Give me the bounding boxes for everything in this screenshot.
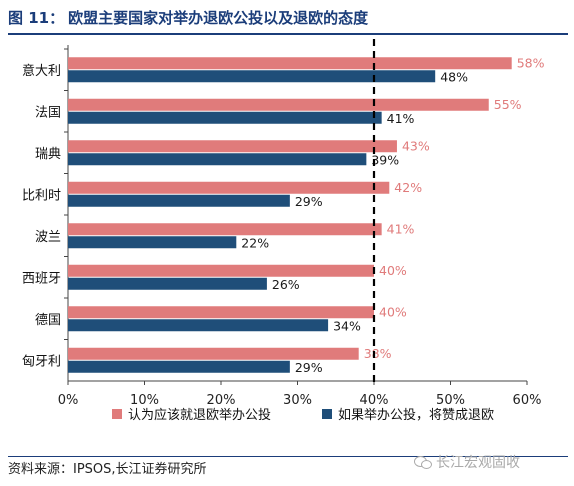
data-label-series1: 43%	[402, 138, 430, 153]
category-label: 德国	[35, 313, 61, 328]
bar-series1	[68, 57, 512, 70]
data-label-series1: 40%	[379, 304, 407, 319]
category-label: 波兰	[35, 230, 61, 245]
bar-series1	[68, 181, 390, 194]
category-label: 匈牙利	[22, 354, 61, 369]
data-label-series1: 58%	[517, 55, 545, 70]
bar-series2	[68, 70, 436, 83]
x-tick-label: 30%	[283, 393, 312, 408]
legend-label-series2: 如果举办公投，将赞成退欧	[338, 407, 494, 423]
category-label: 瑞典	[35, 147, 61, 162]
data-label-series2: 29%	[295, 360, 323, 375]
x-tick-label: 60%	[513, 393, 542, 408]
x-tick-label: 0%	[58, 393, 79, 408]
data-label-series1: 41%	[387, 221, 415, 236]
data-label-series1: 40%	[379, 263, 407, 278]
bar-series2	[68, 319, 329, 332]
data-label-series2: 41%	[387, 111, 415, 126]
bar-series2	[68, 236, 237, 249]
bar-series2	[68, 360, 290, 373]
data-label-series2: 29%	[295, 194, 323, 209]
bar-series1	[68, 347, 359, 360]
bar-series2	[68, 277, 267, 290]
bar-series1	[68, 264, 374, 277]
data-label-series1: 38%	[364, 346, 392, 361]
x-tick-label: 10%	[130, 393, 159, 408]
bar-series2	[68, 194, 290, 207]
watermark-text: 长江宏观固收	[436, 455, 520, 471]
category-label: 西班牙	[22, 271, 61, 286]
data-label-series2: 34%	[333, 318, 361, 333]
data-label-series2: 26%	[272, 277, 300, 292]
data-label-series2: 22%	[241, 235, 269, 250]
x-tick-label: 20%	[207, 393, 236, 408]
x-tick-label: 50%	[436, 393, 465, 408]
wechat-icon	[414, 455, 432, 469]
legend-swatch-series2	[322, 409, 332, 419]
figure-title-text: 欧盟主要国家对举办退欧公投以及退欧的态度	[68, 9, 369, 27]
bar-series2	[68, 111, 382, 124]
legend-swatch-series1	[112, 409, 122, 419]
bar-series1	[68, 98, 489, 111]
figure-title: 图 11： 欧盟主要国家对举办退欧公投以及退欧的态度	[8, 5, 568, 35]
bar-series1	[68, 140, 397, 153]
data-label-series1: 42%	[394, 180, 422, 195]
data-label-series1: 55%	[494, 97, 522, 112]
category-label: 比利时	[22, 188, 61, 203]
category-label: 法国	[35, 105, 61, 120]
bar-series1	[68, 223, 382, 236]
bar-series1	[68, 306, 374, 319]
legend-label-series1: 认为应该就退欧举办公投	[128, 407, 271, 423]
bar-series2	[68, 153, 367, 166]
data-label-series2: 48%	[440, 69, 468, 84]
data-label-series2: 39%	[371, 152, 399, 167]
watermark: 长江宏观固收	[414, 452, 520, 472]
x-tick-label: 40%	[360, 393, 389, 408]
category-label: 意大利	[22, 63, 61, 79]
figure-number: 图 11：	[8, 9, 65, 27]
source-note: 资料来源：IPSOS,长江证券研究所	[8, 456, 568, 479]
